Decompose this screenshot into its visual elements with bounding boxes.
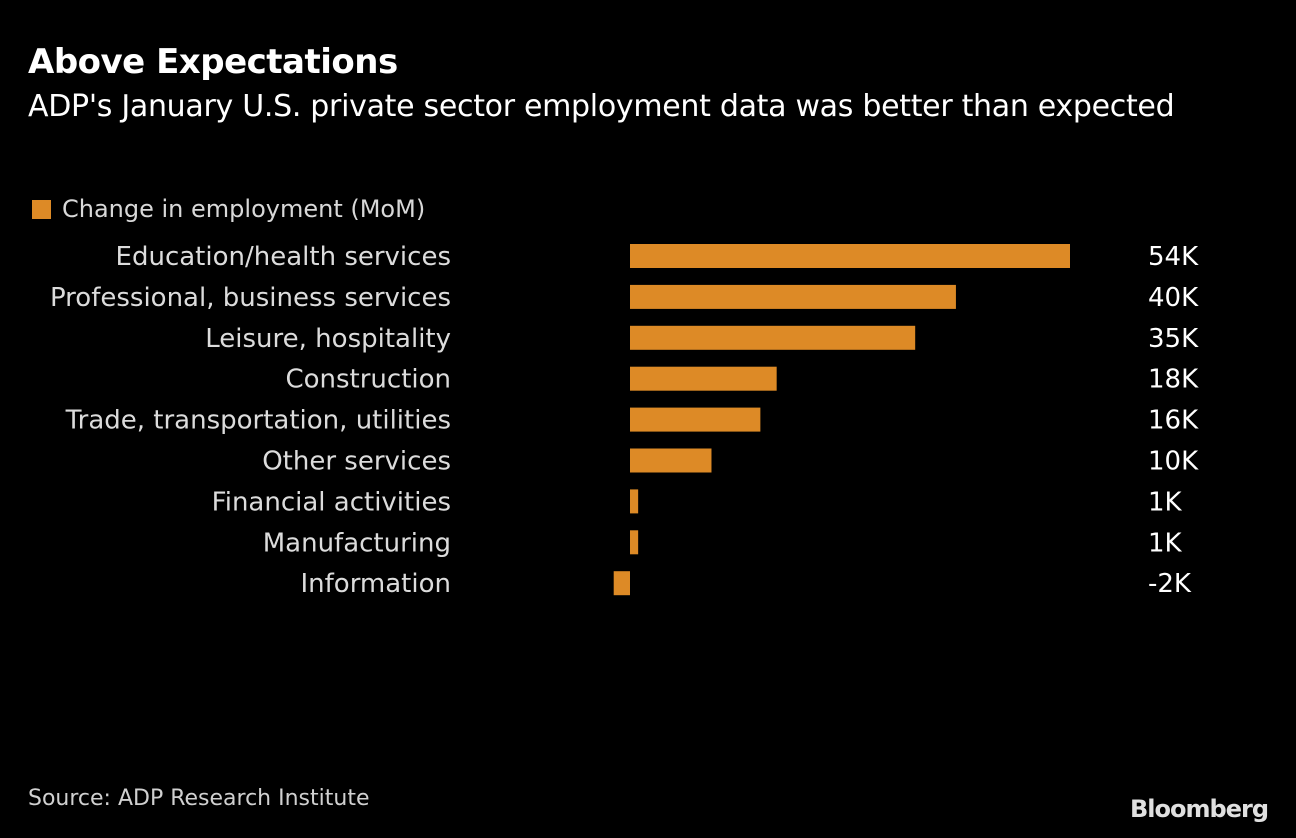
chart-title: Above Expectations <box>28 42 398 82</box>
value-label: 35K <box>1148 324 1199 354</box>
chart-subtitle: ADP's January U.S. private sector employ… <box>28 89 1175 124</box>
bar <box>630 530 639 555</box>
category-label: Construction <box>285 365 451 395</box>
category-label: Trade, transportation, utilities <box>65 406 451 436</box>
legend-label: Change in employment (MoM) <box>62 195 426 223</box>
legend: Change in employment (MoM) <box>32 195 425 223</box>
category-label: Education/health services <box>116 242 451 272</box>
bar <box>613 571 630 596</box>
value-label: 1K <box>1148 487 1183 517</box>
category-label: Information <box>300 569 451 599</box>
bar <box>630 489 639 514</box>
bar <box>630 244 1070 268</box>
value-label: 40K <box>1148 283 1199 313</box>
source-note: Source: ADP Research Institute <box>28 786 370 811</box>
bar <box>630 366 777 391</box>
value-label: -2K <box>1148 569 1192 599</box>
bar <box>630 448 712 473</box>
category-label: Financial activities <box>212 487 451 517</box>
value-label: 18K <box>1148 365 1199 395</box>
bar <box>630 407 761 432</box>
value-label: 1K <box>1148 528 1183 558</box>
bar <box>630 325 916 350</box>
bar <box>630 284 956 309</box>
value-label: 10K <box>1148 447 1199 477</box>
value-label: 54K <box>1148 242 1199 272</box>
legend-swatch <box>32 199 51 219</box>
category-label: Other services <box>262 447 451 477</box>
value-label: 16K <box>1148 406 1199 436</box>
category-label: Professional, business services <box>50 283 451 313</box>
category-label: Leisure, hospitality <box>205 324 451 354</box>
category-label: Manufacturing <box>263 528 451 558</box>
bloomberg-logo: Bloomberg <box>1130 795 1269 823</box>
